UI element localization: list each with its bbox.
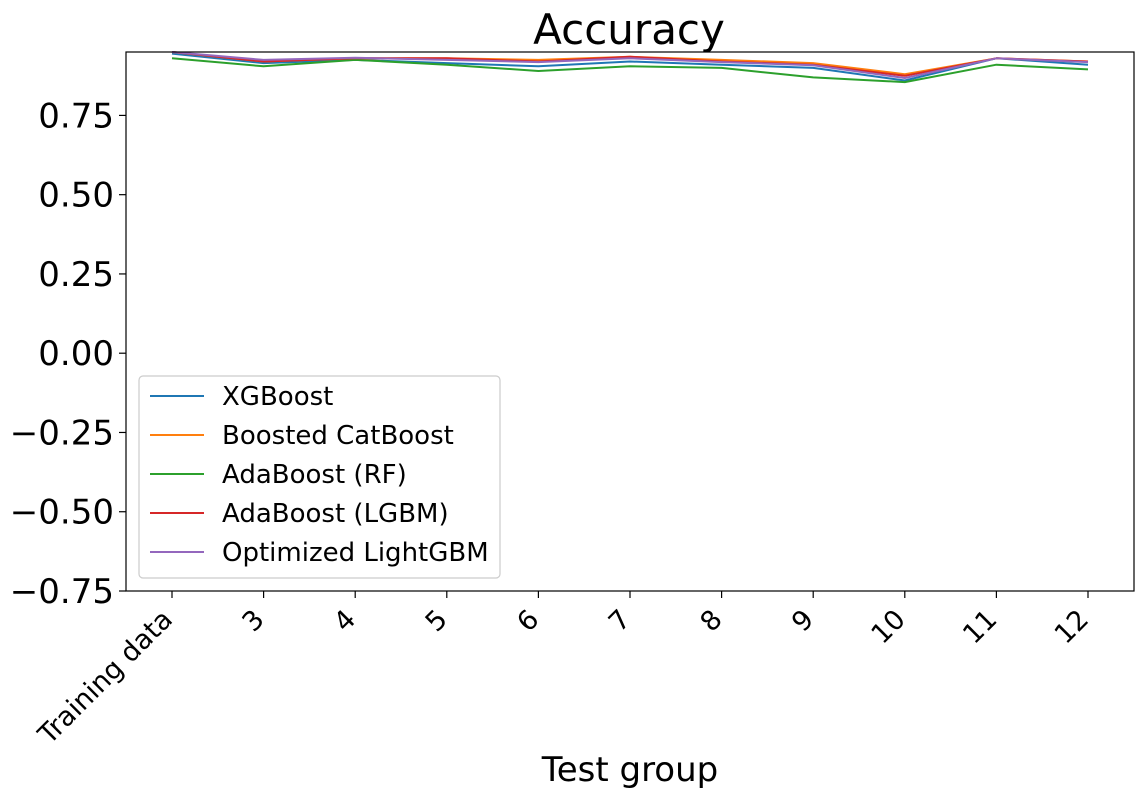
legend-label: XGBoost xyxy=(222,382,333,412)
x-tick-label: 11 xyxy=(957,604,1003,650)
series-line xyxy=(171,51,1089,79)
y-tick-label: −0.75 xyxy=(10,572,114,612)
legend-label: AdaBoost (LGBM) xyxy=(222,499,449,529)
legend: XGBoost Boosted CatBoost AdaBoost (RF) AdaB… xyxy=(138,375,501,579)
y-axis: −0.75 −0.50 −0.25 0.00 0.25 0.50 0.75 xyxy=(10,96,126,612)
x-tick-label: Training data xyxy=(32,604,179,751)
legend-box xyxy=(138,375,501,579)
x-axis-title: Test group xyxy=(541,750,719,790)
x-tick-label: 9 xyxy=(786,604,820,638)
x-tick-label: 3 xyxy=(236,604,270,638)
chart-title: Accuracy xyxy=(533,5,725,54)
series-line xyxy=(171,52,1089,82)
x-axis: Training data 3 4 5 6 7 8 9 10 11 12 xyxy=(32,591,1095,751)
legend-label: Optimized LightGBM xyxy=(222,538,489,568)
x-tick-label: 4 xyxy=(328,604,362,638)
x-tick-label: 10 xyxy=(866,604,912,650)
y-tick-label: 0.00 xyxy=(38,334,114,374)
legend-label: Boosted CatBoost xyxy=(222,421,454,451)
x-tick-label: 5 xyxy=(420,604,454,638)
y-tick-label: −0.50 xyxy=(10,493,114,533)
x-tick-label: 6 xyxy=(511,604,545,638)
y-tick-label: 0.25 xyxy=(38,255,114,295)
y-tick-label: −0.25 xyxy=(10,413,114,453)
x-tick-label: 12 xyxy=(1049,604,1095,650)
legend-label: AdaBoost (RF) xyxy=(222,460,407,490)
y-tick-label: 0.75 xyxy=(38,96,114,136)
x-tick-label: 7 xyxy=(603,604,637,638)
series-line xyxy=(171,57,1089,84)
plot-frame xyxy=(125,51,1135,592)
series-lines xyxy=(171,51,1089,84)
x-tick-label: 8 xyxy=(694,604,728,638)
y-tick-label: 0.50 xyxy=(38,176,114,216)
